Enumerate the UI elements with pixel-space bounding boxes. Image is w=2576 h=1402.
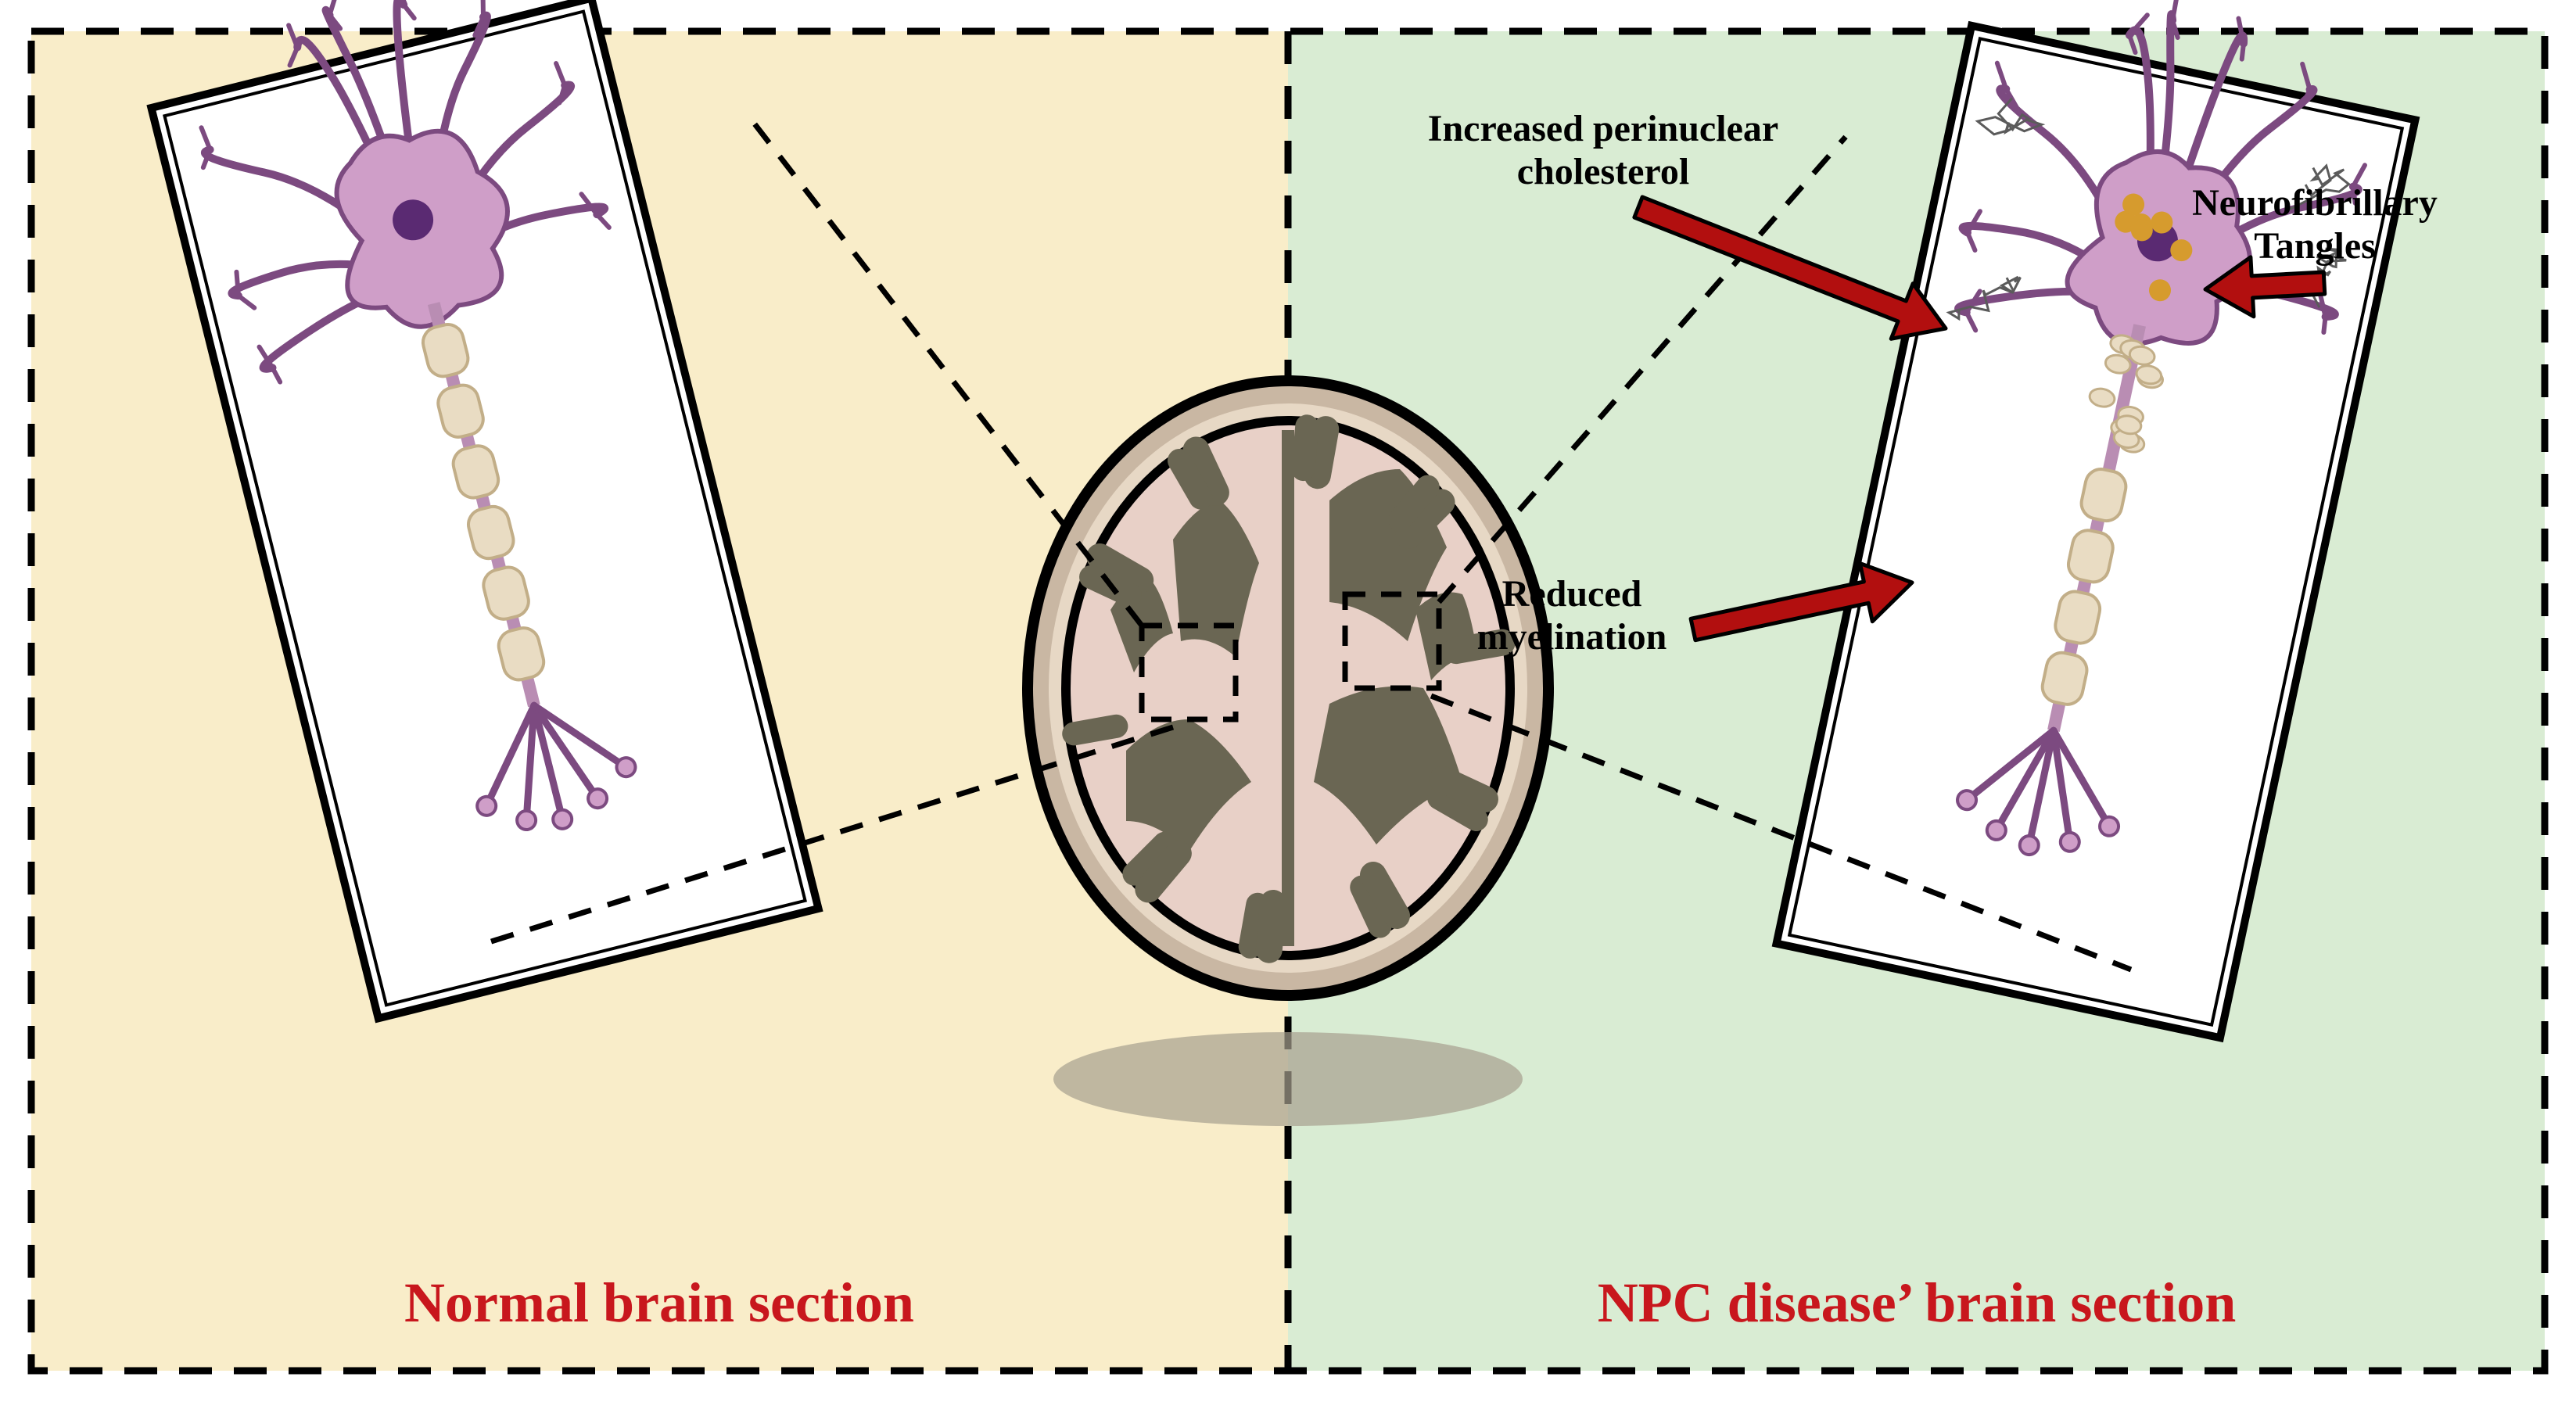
brain-sulcus-b-4 bbox=[1074, 726, 1116, 734]
label-tangles-l2: Tangles bbox=[2254, 225, 2376, 267]
brain-shadow bbox=[1053, 1032, 1523, 1126]
brain-sulcus-2 bbox=[1318, 429, 1326, 475]
dendrite-fork2-2 bbox=[2241, 44, 2245, 59]
brain-sulcus-7 bbox=[1269, 903, 1273, 950]
label-myelin-l1: Reduced bbox=[1502, 573, 1642, 615]
diagram-root: Increased perinuclearcholesterol Neurofib… bbox=[0, 0, 2576, 1402]
dendrite-fork2-5 bbox=[2322, 317, 2327, 332]
title-left: Normal brain section bbox=[404, 1271, 914, 1334]
label-myelin-l2: myelination bbox=[1477, 616, 1667, 658]
brain-sulcus-5 bbox=[1443, 780, 1485, 799]
label-cholesterol-l1: Increased perinuclear bbox=[1428, 108, 1778, 149]
diagram-svg: Increased perinuclearcholesterol Neurofib… bbox=[0, 0, 2576, 1402]
label-cholesterol-l2: cholesterol bbox=[1517, 151, 1689, 192]
brain-sulcus-b-7 bbox=[1303, 426, 1307, 469]
label-tangles-l1: Neurofibrillary bbox=[2192, 182, 2438, 224]
title-right: NPC disease’ brain section bbox=[1598, 1271, 2237, 1334]
